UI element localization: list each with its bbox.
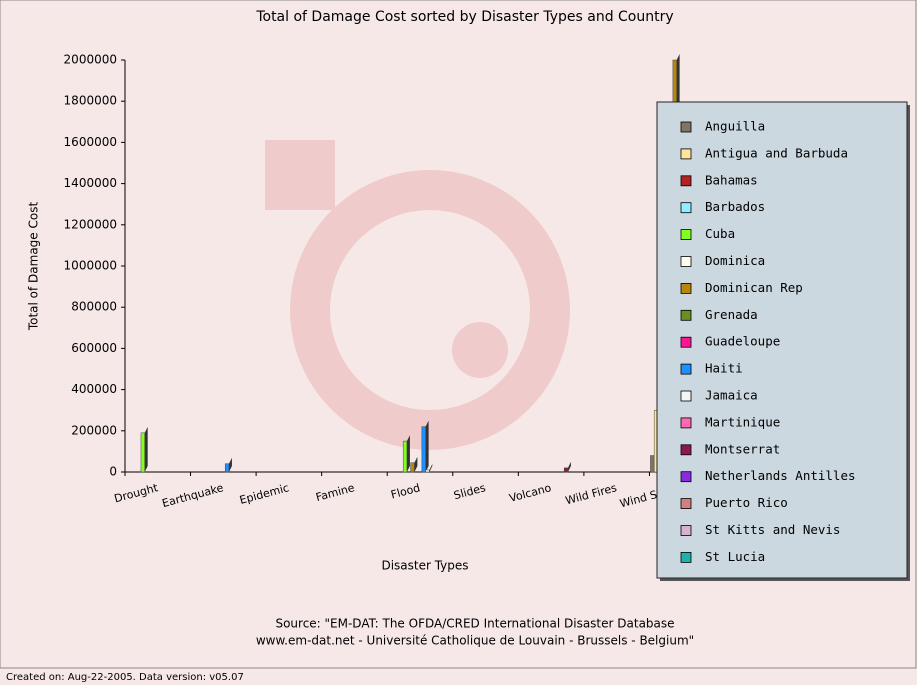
legend-swatch (680, 552, 692, 563)
legend-label: Guadeloupe (705, 334, 780, 349)
y-tick-label: 1000000 (64, 259, 117, 273)
bar (402, 440, 408, 473)
bar (563, 467, 569, 473)
y-tick-label: 0 (109, 465, 117, 479)
legend-label: Dominica (705, 253, 765, 268)
x-axis-label: Disaster Types (381, 559, 468, 573)
legend-swatch (680, 175, 692, 187)
y-axis-label: Total of Damage Cost (27, 202, 41, 332)
y-tick-label: 2000000 (64, 53, 117, 67)
legend-swatch (680, 148, 692, 160)
legend-swatch (680, 390, 692, 402)
legend-swatch (680, 444, 692, 456)
y-tick-label: 600000 (71, 341, 117, 355)
legend-swatch (680, 417, 692, 429)
legend-label: Anguilla (705, 119, 765, 134)
legend-label: Antigua and Barbuda (705, 145, 848, 160)
legend-label: Cuba (705, 226, 735, 241)
y-tick-label: 200000 (71, 423, 117, 437)
bar-side (144, 426, 148, 472)
source: Source: "EM-DAT: The OFDA/CRED Internati… (275, 617, 674, 631)
legend-swatch (680, 229, 692, 241)
legend-swatch (680, 256, 692, 267)
bar (410, 462, 415, 473)
bar-side (567, 461, 571, 472)
bar-side (414, 456, 418, 472)
legend-label: Grenada (705, 307, 758, 322)
legend-label: Montserrat (705, 441, 780, 456)
legend-label: Bahamas (705, 172, 758, 187)
bar-side (406, 435, 410, 472)
legend-label: Netherlands Antilles (705, 468, 856, 483)
legend-swatch (680, 363, 692, 375)
watermark (265, 140, 570, 450)
legend (656, 101, 908, 579)
bar (224, 463, 230, 473)
bar-side (425, 420, 429, 472)
legend-swatch (680, 336, 692, 348)
bar (421, 426, 426, 473)
legend-swatch (680, 471, 692, 483)
bar-side (228, 457, 232, 472)
y-tick-label: 800000 (71, 300, 117, 314)
legend-swatch (680, 525, 692, 536)
source: www.em-dat.net - Université Catholique d… (256, 634, 694, 648)
legend-swatch (680, 202, 692, 214)
legend-label: St Lucia (705, 549, 765, 564)
y-tick-label: 1600000 (64, 135, 117, 149)
y-tick-label: 1400000 (64, 176, 117, 190)
y-tick-label: 400000 (71, 382, 117, 396)
legend-label: Haiti (705, 361, 743, 376)
legend-swatch (680, 309, 692, 321)
chart-title: Total of Damage Cost sorted by Disaster … (255, 9, 673, 25)
legend-label: Martinique (705, 414, 780, 429)
legend-swatch (680, 282, 692, 294)
legend-swatch (680, 121, 692, 133)
legend-label: Puerto Rico (705, 495, 788, 510)
bar (650, 455, 655, 473)
legend-label: Barbados (705, 199, 765, 214)
legend-label: Dominican Rep (705, 280, 803, 295)
bar-side (429, 463, 433, 472)
y-tick-label: 1200000 (64, 217, 117, 231)
bar (140, 432, 145, 473)
legend-swatch (680, 498, 692, 510)
y-tick-label: 1800000 (64, 94, 117, 108)
legend-label: Jamaica (705, 388, 758, 403)
created-note: Created on: Aug-22-2005. Data version: v… (6, 672, 244, 683)
legend-label: St Kitts and Nevis (705, 522, 840, 537)
bar (425, 469, 430, 473)
